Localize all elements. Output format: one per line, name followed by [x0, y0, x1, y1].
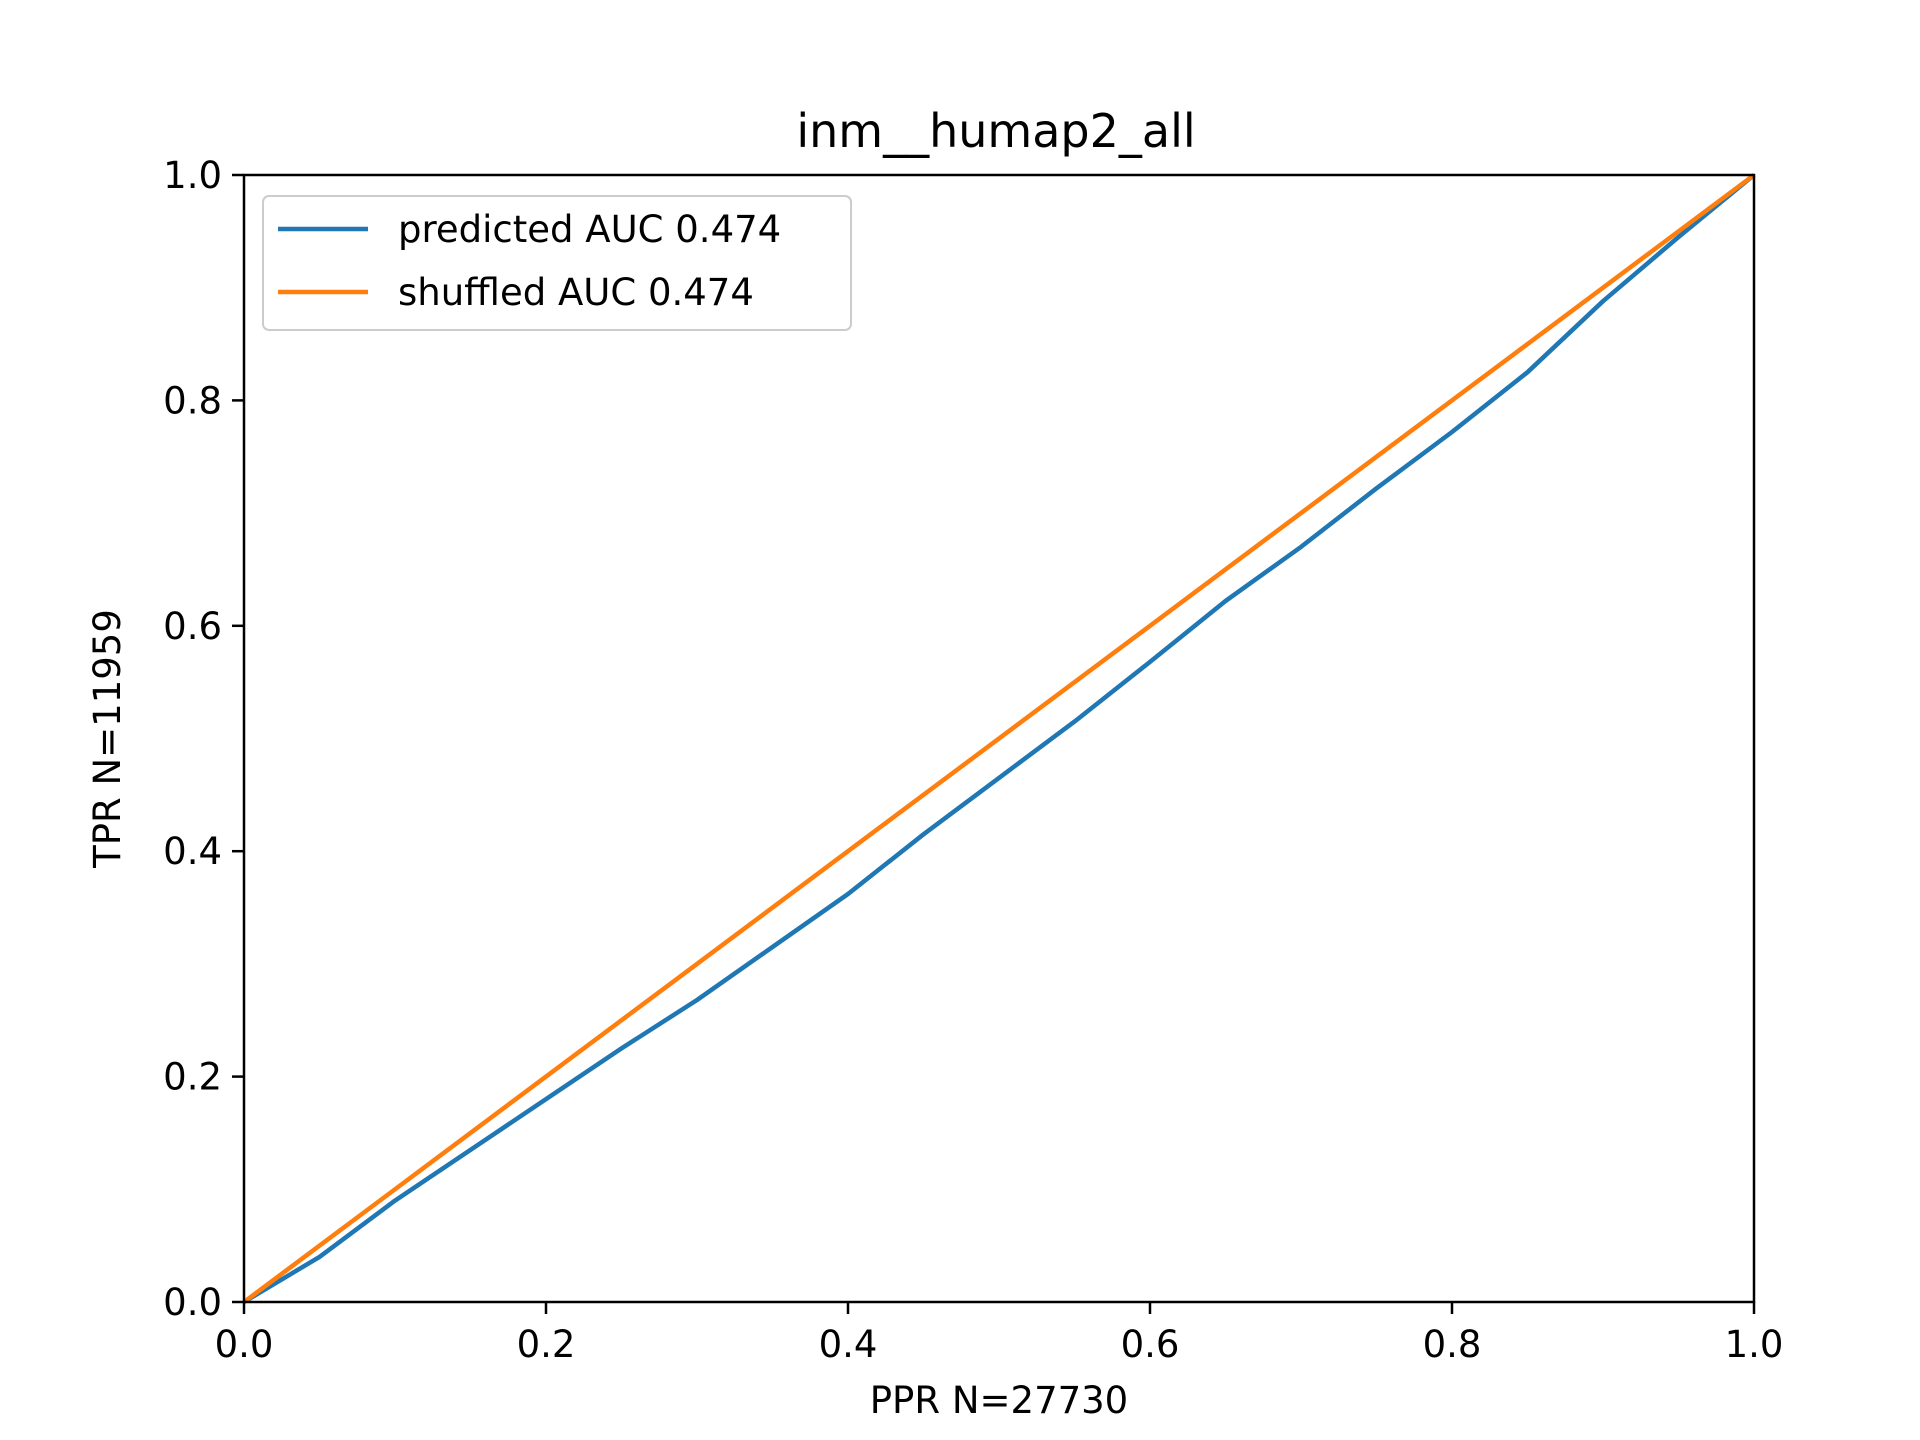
- legend-box: [262, 195, 852, 331]
- series-line-shuffled: [242, 173, 1756, 1304]
- x-axis-label: PPR N=27730: [870, 1379, 1128, 1422]
- x-axis: 0.0 0.2 0.4 0.6 0.8 1.0: [215, 1302, 1784, 1366]
- chart-title: inm__humap2_all: [796, 104, 1195, 158]
- plot-area: [242, 173, 1756, 1304]
- y-tick-label: 0.8: [163, 379, 222, 422]
- legend: predicted AUC 0.474 shuffled AUC 0.474: [262, 195, 852, 331]
- x-tick-label: 0.0: [215, 1323, 274, 1366]
- x-tick-label: 0.6: [1121, 1323, 1180, 1366]
- x-tick-label: 1.0: [1725, 1323, 1784, 1366]
- y-tick-label: 0.4: [163, 830, 222, 873]
- y-tick-label: 1.0: [163, 154, 222, 197]
- y-tick-label: 0.2: [163, 1056, 222, 1099]
- x-tick-label: 0.2: [517, 1323, 576, 1366]
- legend-label-shuffled: shuffled AUC 0.474: [398, 271, 754, 314]
- series-line-predicted: [242, 173, 1756, 1304]
- plot-frame: [242, 173, 1756, 1304]
- x-tick-label: 0.8: [1423, 1323, 1482, 1366]
- x-tick-label: 0.4: [819, 1323, 878, 1366]
- y-tick-label: 0.0: [163, 1281, 222, 1324]
- legend-label-predicted: predicted AUC 0.474: [398, 208, 781, 251]
- y-tick-label: 0.6: [163, 605, 222, 648]
- y-axis-label: TPR N=11959: [86, 609, 129, 869]
- y-axis: 0.0 0.2 0.4 0.6 0.8 1.0: [163, 154, 244, 1324]
